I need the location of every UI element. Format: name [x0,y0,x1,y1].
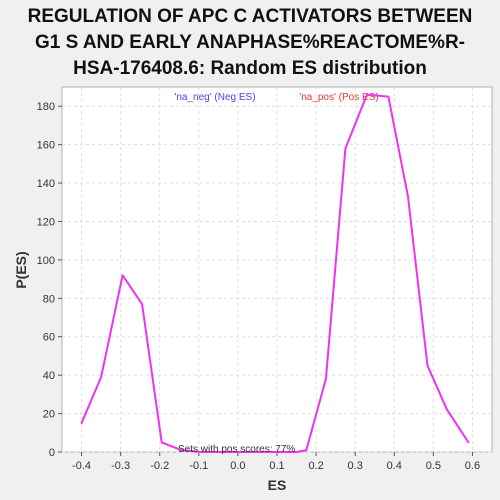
data-point [305,449,308,451]
data-point [219,451,222,453]
chart-title: REGULATION OF APC C ACTIVATORS BETWEEN G1… [28,6,473,79]
chart-title-line: G1 S AND EARLY ANAPHASE%REACTOME%R- [35,32,465,53]
x-tick-label: 0.2 [308,460,323,472]
x-tick-label: -0.3 [111,460,130,472]
y-tick-label: 180 [37,101,55,113]
legend: 'na_neg' (Neg ES) 'na_pos' (Pos ES) [174,92,378,103]
y-tick-label: 120 [37,216,55,228]
data-point [426,364,429,367]
data-point [100,376,102,378]
x-tick-label: 0.0 [230,460,245,472]
data-point [160,441,163,444]
chart-title-line: REGULATION OF APC C ACTIVATORS BETWEEN [28,6,473,27]
x-axis-label: ES [268,477,287,493]
legend-entry: 'na_neg' (Neg ES) [174,92,255,103]
y-tick-label: 40 [43,370,55,382]
data-point [180,449,183,451]
grid-lines [62,87,492,453]
x-tick-label: 0.1 [269,460,284,472]
data-point [278,451,280,453]
data-point [141,303,143,305]
chart-title-line: HSA-176408.6: Random ES distribution [73,58,427,79]
x-tick-label: 0.3 [348,460,363,472]
y-tick-label: 0 [49,447,55,459]
y-tick-label: 140 [37,178,55,190]
legend-entry: 'na_pos' (Pos ES) [299,92,378,103]
data-point [387,95,390,98]
data-point [467,441,470,444]
x-tick-label: -0.4 [72,460,91,472]
data-point [295,451,298,453]
data-point [80,422,83,424]
x-tick-label: -0.1 [189,460,208,472]
data-point [325,378,327,380]
x-axis-ticks: -0.4 -0.3 -0.2 -0.1 0.0 0.1 0.2 0.3 0.4 0.5 0.6 [72,452,480,472]
y-axis-ticks: 0 20 40 60 80 100 120 140 160 180 [37,101,62,459]
x-tick-label: -0.2 [150,460,169,472]
x-tick-label: 0.5 [426,460,441,472]
data-point [407,195,409,198]
y-tick-label: 20 [43,409,55,421]
data-point [366,93,368,96]
data-point [199,451,202,453]
data-point [121,274,124,277]
data-point [446,408,448,411]
annotation: Sets with pos scores: 77% [178,444,295,455]
series-layer [80,93,470,453]
y-axis-label: P(ES) [13,251,29,288]
x-tick-label: 0.4 [387,460,402,472]
data-point [344,147,347,150]
y-tick-label: 80 [43,293,55,305]
data-point [258,451,261,453]
y-tick-label: 60 [43,332,55,344]
data-point [239,451,241,453]
y-tick-label: 100 [37,255,55,267]
y-tick-label: 160 [37,140,55,152]
x-tick-label: 0.6 [465,460,480,472]
